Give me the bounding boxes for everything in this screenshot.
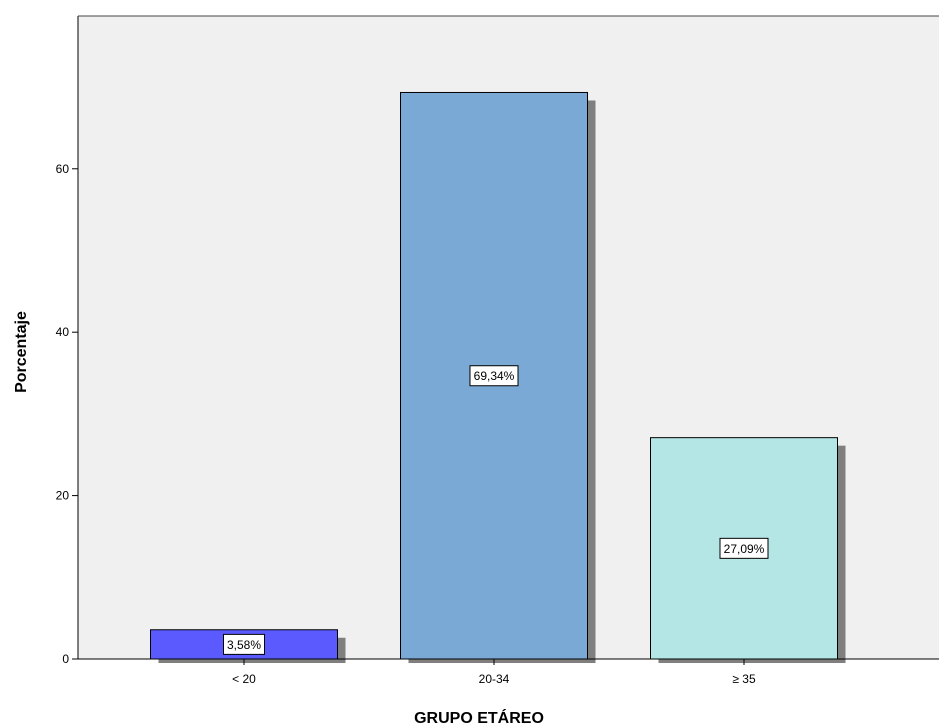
bar <box>650 437 838 660</box>
data-label-box <box>469 365 519 387</box>
data-label: 69,34% <box>474 369 515 383</box>
y-tick-label: 60 <box>56 162 70 176</box>
y-tick-label: 0 <box>62 652 69 666</box>
data-labels-layer: 3,58% 69,34% 27,09% <box>223 365 769 655</box>
data-label: 3,58% <box>227 638 261 652</box>
data-label-box <box>719 537 769 559</box>
x-tick-label: < 20 <box>232 672 256 686</box>
data-label: 27,09% <box>724 542 765 556</box>
x-tick-label: ≥ 35 <box>732 672 756 686</box>
x-tick-label: 20-34 <box>479 672 510 686</box>
data-label-box <box>223 633 265 655</box>
x-ticks-layer: < 20 20-34 ≥ 35 <box>232 659 756 686</box>
y-tick-label: 20 <box>56 489 70 503</box>
y-tick-label: 40 <box>56 325 70 339</box>
x-axis-title: GRUPO ETÁREO <box>414 708 544 727</box>
y-ticks-layer: 0 20 40 60 <box>56 162 78 666</box>
y-axis-title: Porcentaje <box>13 311 30 393</box>
